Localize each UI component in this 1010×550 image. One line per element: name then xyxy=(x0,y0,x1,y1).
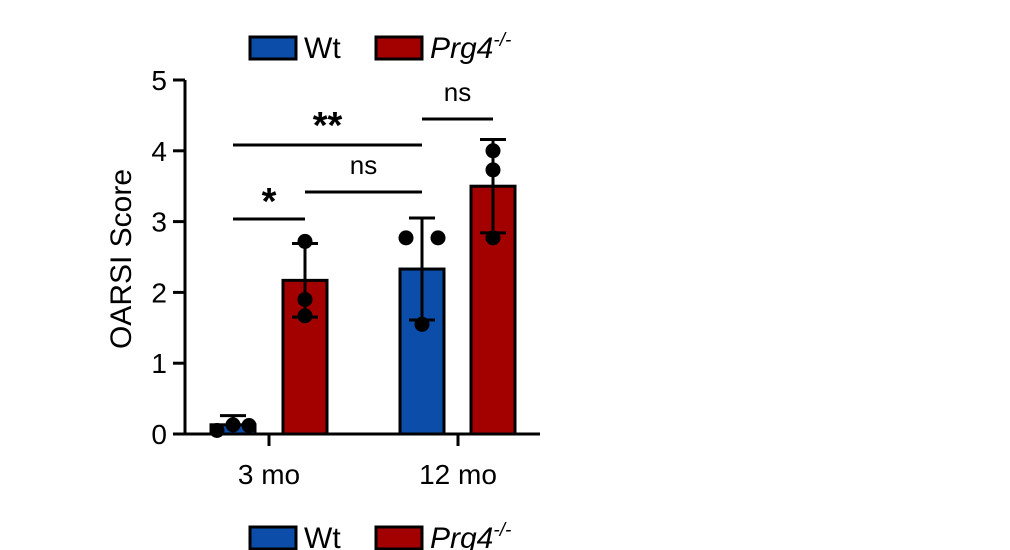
data-point xyxy=(241,418,257,434)
data-point xyxy=(485,230,501,246)
y-tick-label: 1 xyxy=(151,348,167,379)
data-point xyxy=(297,308,313,324)
data-point xyxy=(430,230,446,246)
legend-swatch xyxy=(248,35,298,61)
chart-legend: Wt Prg4-/- xyxy=(248,30,511,65)
x-axis: 3 mo 12 mo xyxy=(185,432,540,490)
data-point xyxy=(398,230,414,246)
y-tick-label: 5 xyxy=(151,65,167,96)
data-point xyxy=(485,143,501,159)
chart-legend-repeat: Wt Prg4-/- xyxy=(248,520,511,550)
y-axis: 0 1 2 3 4 5 OARSI Score xyxy=(105,65,187,450)
significance-annotations: **ns*ns xyxy=(233,77,493,223)
significance-label: ns xyxy=(444,77,471,107)
legend-swatch xyxy=(374,35,424,61)
legend-swatch xyxy=(248,525,298,550)
data-point xyxy=(414,316,430,332)
data-point xyxy=(225,417,241,433)
x-tick-label: 3 mo xyxy=(238,459,300,490)
y-tick-label: 0 xyxy=(151,419,167,450)
legend-swatch xyxy=(374,525,424,550)
y-tick-label: 4 xyxy=(151,136,167,167)
y-tick-label: 3 xyxy=(151,207,167,238)
significance-label: ** xyxy=(313,105,343,147)
data-point xyxy=(297,233,313,249)
legend-label: Prg4-/- xyxy=(430,30,511,65)
data-point xyxy=(209,422,225,438)
legend-label: Wt xyxy=(304,32,341,65)
legend-label: Wt xyxy=(304,522,341,550)
data-point xyxy=(485,162,501,178)
y-axis-title: OARSI Score xyxy=(105,169,138,349)
significance-label: * xyxy=(262,181,277,223)
x-tick-label: 12 mo xyxy=(419,459,497,490)
legend-label: Prg4-/- xyxy=(430,520,511,550)
y-tick-label: 2 xyxy=(151,277,167,308)
significance-label: ns xyxy=(350,150,377,180)
data-point xyxy=(297,291,313,307)
bar-group xyxy=(209,137,517,438)
